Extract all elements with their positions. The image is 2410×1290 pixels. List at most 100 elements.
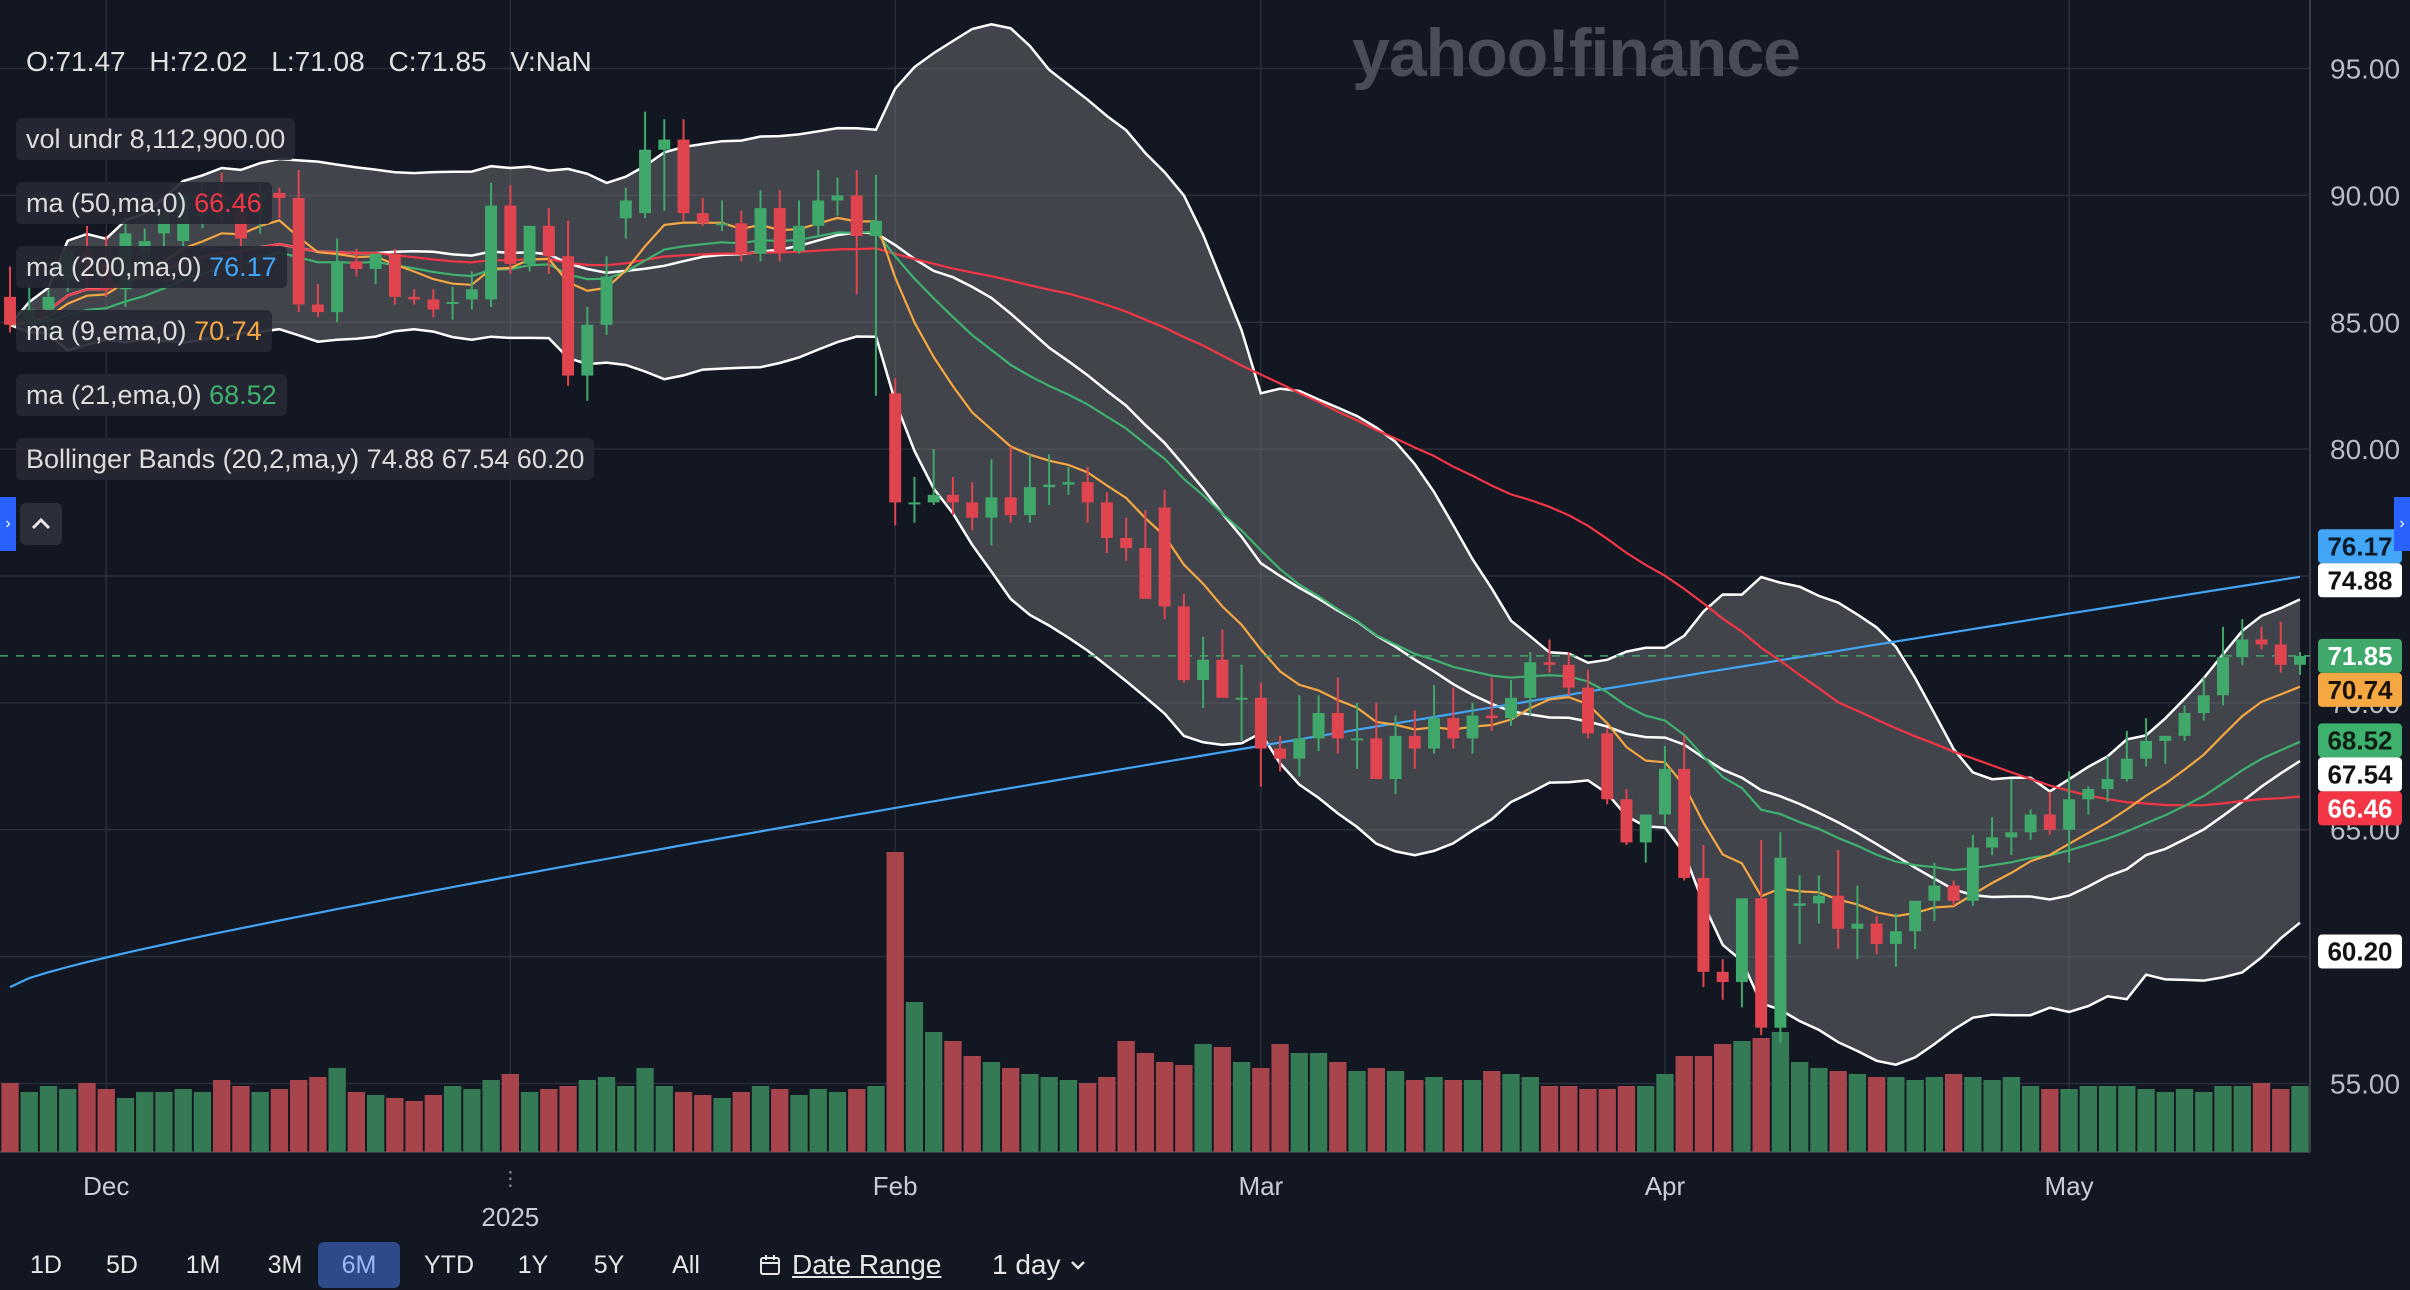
candle bbox=[985, 459, 998, 546]
candle-body bbox=[1428, 718, 1440, 749]
legend-item[interactable]: ma (21,ema,0) 68.52 bbox=[16, 374, 287, 416]
price-tag-bg bbox=[2318, 934, 2402, 969]
candle bbox=[639, 111, 652, 219]
chevron-right-icon: › bbox=[2399, 515, 2405, 532]
interval-select[interactable]: 1 day bbox=[992, 1242, 1087, 1288]
left-panel-toggle[interactable]: › bbox=[0, 497, 16, 551]
candle-body bbox=[658, 139, 671, 150]
legend-value: 74.88 67.54 60.20 bbox=[366, 444, 585, 474]
volume-bar bbox=[309, 1077, 327, 1152]
candle bbox=[658, 119, 671, 211]
range-button-all[interactable]: All bbox=[672, 1251, 700, 1279]
legend-item[interactable]: vol undr 8,112,900.00 bbox=[16, 118, 296, 160]
volume-bar bbox=[2252, 1083, 2271, 1152]
volume-bar bbox=[540, 1089, 558, 1152]
right-panel-toggle[interactable]: › bbox=[2394, 497, 2410, 551]
candle-body bbox=[2294, 655, 2306, 665]
price-tag: 74.88 bbox=[2318, 563, 2402, 598]
candle bbox=[2140, 718, 2153, 767]
candle-body bbox=[850, 195, 863, 236]
candle bbox=[2178, 705, 2191, 741]
candle-body bbox=[2236, 639, 2249, 658]
legend-label: ma (9,ema,0) bbox=[26, 316, 195, 346]
legend-item[interactable]: ma (50,ma,0) 66.46 bbox=[16, 182, 272, 224]
candle bbox=[388, 248, 401, 305]
price-chart[interactable]: 55.0060.0065.0070.0075.0080.0085.0090.00… bbox=[0, 0, 2410, 1236]
candle-body bbox=[1235, 697, 1248, 700]
candle-body bbox=[1889, 931, 1902, 944]
legend-item[interactable]: Bollinger Bands (20,2,ma,y) 74.88 67.54 … bbox=[16, 438, 595, 480]
candle bbox=[465, 271, 478, 310]
candle-body bbox=[735, 223, 748, 254]
price-tags: 76.17 74.88 71.85 70.74 68.52 67.54 66.46 60.20 bbox=[2318, 529, 2402, 969]
candle-body bbox=[1447, 718, 1460, 739]
volume-bar bbox=[1213, 1047, 1232, 1152]
candle-body bbox=[1851, 923, 1864, 929]
legend-item[interactable]: ma (200,ma,0) 76.17 bbox=[16, 246, 287, 288]
candle-body bbox=[889, 393, 902, 503]
candle bbox=[1639, 814, 1652, 863]
candle bbox=[1004, 446, 1017, 523]
volume-bar bbox=[1406, 1080, 1424, 1152]
candle bbox=[1043, 454, 1056, 505]
candle bbox=[2120, 730, 2133, 782]
candle-body bbox=[1197, 659, 1210, 681]
volume-bar bbox=[2175, 1089, 2194, 1152]
x-tick-label: Apr bbox=[1645, 1171, 1686, 1201]
candle bbox=[812, 170, 825, 236]
volume-bar bbox=[1078, 1083, 1097, 1152]
range-button-1d[interactable]: 1D bbox=[30, 1251, 62, 1279]
range-button-5y[interactable]: 5Y bbox=[593, 1251, 625, 1279]
price-tag-label: 67.54 bbox=[2327, 759, 2393, 789]
volume-bar bbox=[1964, 1077, 1982, 1152]
volume-bar bbox=[1194, 1044, 1212, 1152]
range-button-1m[interactable]: 1M bbox=[185, 1251, 221, 1279]
candle-body bbox=[927, 494, 940, 503]
volume-bar bbox=[1059, 1080, 1078, 1152]
volume-bar bbox=[2137, 1089, 2155, 1152]
volume-bar bbox=[751, 1086, 770, 1152]
candle bbox=[369, 253, 382, 285]
candle bbox=[1582, 669, 1594, 739]
price-tag: 67.54 bbox=[2318, 757, 2402, 792]
volume-bar bbox=[2118, 1086, 2136, 1152]
candle bbox=[1408, 710, 1421, 769]
range-button-1y[interactable]: 1Y bbox=[517, 1251, 549, 1279]
legend-label: ma (200,ma,0) bbox=[26, 252, 210, 282]
candle bbox=[2159, 735, 2172, 764]
candle bbox=[1351, 702, 1364, 769]
legend-item[interactable]: ma (9,ema,0) 70.74 bbox=[16, 310, 272, 352]
volume-bar bbox=[1540, 1086, 1559, 1152]
range-button-5d[interactable]: 5D bbox=[106, 1251, 138, 1279]
date-range-button[interactable]: Date Range bbox=[758, 1242, 941, 1288]
legend-label: ma (21,ema,0) bbox=[26, 380, 210, 410]
x-tick-label: Feb bbox=[873, 1171, 918, 1201]
candle-body bbox=[1505, 697, 1517, 719]
legend-value: 76.17 bbox=[209, 252, 277, 282]
candle-body bbox=[773, 208, 786, 252]
range-button-6m[interactable]: 6M bbox=[318, 1242, 400, 1288]
range-button-ytd[interactable]: YTD bbox=[424, 1251, 474, 1279]
candle-body bbox=[1774, 857, 1787, 1028]
candle-body bbox=[1793, 903, 1806, 906]
price-tag-label: 60.20 bbox=[2327, 937, 2392, 967]
collapse-legend-button[interactable] bbox=[20, 503, 62, 545]
yahoo-finance-logo: yahoo!finance bbox=[1352, 15, 1801, 91]
y-tick-label: 85.00 bbox=[2330, 307, 2400, 338]
candle bbox=[1851, 885, 1864, 960]
range-button-3m[interactable]: 3M bbox=[267, 1251, 303, 1279]
candle bbox=[1466, 702, 1479, 754]
candle-body bbox=[523, 225, 536, 264]
candle bbox=[677, 119, 690, 221]
legend-value: 70.74 bbox=[194, 316, 262, 346]
volume-bar bbox=[136, 1092, 154, 1152]
volume-bar bbox=[20, 1092, 38, 1152]
candle bbox=[831, 177, 844, 216]
candle bbox=[927, 449, 940, 505]
volume-bar bbox=[732, 1092, 750, 1152]
candle bbox=[1793, 875, 1806, 944]
price-tag-bg bbox=[2318, 791, 2402, 826]
candle-body bbox=[1832, 895, 1845, 929]
volume-bar bbox=[1175, 1065, 1193, 1152]
volume-bar bbox=[443, 1086, 462, 1152]
